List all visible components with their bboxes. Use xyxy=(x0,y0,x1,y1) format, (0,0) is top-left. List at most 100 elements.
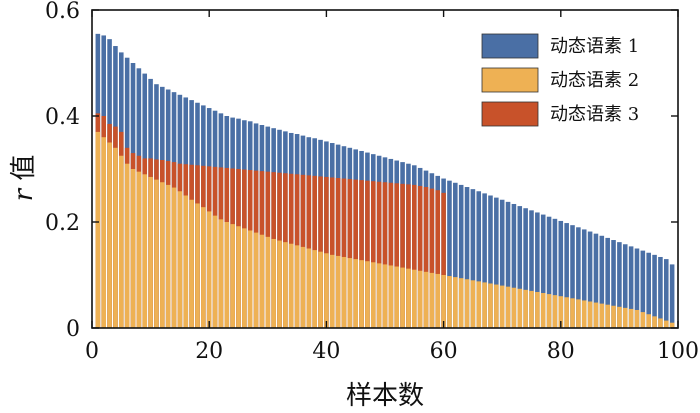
bar-series-3-sample-43 xyxy=(341,178,347,328)
bar-series-2-sample-45 xyxy=(353,259,358,328)
legend: 动态语素 1 动态语素 2 动态语素 3 xyxy=(481,33,639,127)
bar-series-2-sample-41 xyxy=(329,254,335,328)
bar-series-2-sample-36 xyxy=(300,246,306,328)
bar-series-2-sample-83 xyxy=(576,299,581,328)
bar-series-2-sample-77 xyxy=(540,293,546,328)
bar-series-2-sample-12 xyxy=(160,182,165,328)
bar-series-2-sample-6 xyxy=(124,163,130,328)
bar-series-2-sample-68 xyxy=(488,283,493,328)
bar-series-2-sample-64 xyxy=(464,279,470,328)
bar-series-2-sample-15 xyxy=(177,191,183,328)
bar-series-1-sample-66 xyxy=(476,191,482,328)
bar-series-2-sample-63 xyxy=(458,278,464,328)
legend-swatch-series-3 xyxy=(481,101,539,127)
bar-series-2-sample-74 xyxy=(523,289,528,328)
bar-series-1-sample-92 xyxy=(628,246,634,328)
y-axis-title-variable: r xyxy=(9,187,39,201)
bar-series-1-sample-95 xyxy=(646,252,651,328)
bar-series-1-sample-84 xyxy=(581,229,587,328)
plot-frame xyxy=(91,9,679,329)
bar-series-3-sample-52 xyxy=(394,183,399,328)
bar-series-2-sample-20 xyxy=(206,211,212,328)
bar-series-1-sample-83 xyxy=(576,227,581,328)
bar-series-2-sample-16 xyxy=(183,195,189,328)
bar-series-2-sample-57 xyxy=(423,271,429,328)
x-tick-label-60: 60 xyxy=(430,339,458,364)
bar-series-2-sample-28 xyxy=(253,232,259,328)
legend-swatch-series-1 xyxy=(481,33,539,59)
bar-series-3-sample-55 xyxy=(412,184,417,328)
bar-series-1-sample-94 xyxy=(640,250,646,328)
bar-series-2-sample-54 xyxy=(406,268,411,328)
bar-series-3-sample-59 xyxy=(435,190,441,328)
bar-series-3-sample-60 xyxy=(441,192,446,328)
bar-series-2-sample-70 xyxy=(499,285,505,328)
bar-series-2-sample-34 xyxy=(288,243,294,328)
bar-series-1-sample-65 xyxy=(470,189,476,328)
bar-series-2-sample-85 xyxy=(587,301,593,328)
bar-series-3-sample-44 xyxy=(347,179,353,328)
x-axis-title: 样本数 xyxy=(346,381,424,411)
bar-series-1-sample-85 xyxy=(587,231,593,328)
bar-series-1-sample-76 xyxy=(535,212,540,328)
bar-series-2-sample-40 xyxy=(324,253,329,328)
bar-series-3-sample-46 xyxy=(359,180,364,328)
bar-series-2-sample-9 xyxy=(142,174,148,328)
bar-series-3-sample-45 xyxy=(353,179,358,328)
y-axis-title: r 值 xyxy=(9,155,39,202)
bar-series-1-sample-99 xyxy=(669,264,675,328)
bar-series-2-sample-84 xyxy=(581,300,587,328)
bar-series-1-sample-89 xyxy=(611,240,616,328)
bar-series-1-sample-96 xyxy=(652,254,657,328)
bar-series-2-sample-82 xyxy=(570,298,575,328)
bar-series-2-sample-99 xyxy=(669,322,675,328)
bar-series-3-sample-42 xyxy=(335,178,341,328)
bar-series-3-sample-57 xyxy=(423,187,429,328)
bar-series-2-sample-32 xyxy=(277,240,282,328)
bar-series-2-sample-72 xyxy=(511,287,517,328)
bar-series-1-sample-75 xyxy=(529,210,534,328)
bar-series-1-sample-86 xyxy=(593,233,599,328)
y-tick-label-2: 0.4 xyxy=(45,105,80,130)
x-tick-label-20: 20 xyxy=(195,339,223,364)
bar-series-2-sample-27 xyxy=(247,230,253,328)
bar-series-1-sample-68 xyxy=(488,195,493,328)
bar-series-3-sample-47 xyxy=(365,180,370,328)
bar-series-1-sample-61 xyxy=(447,180,452,328)
bar-series-2-sample-19 xyxy=(201,207,206,328)
bar-series-2-sample-44 xyxy=(347,258,353,328)
bar-series-2-sample-31 xyxy=(271,238,276,328)
bar-series-2-sample-91 xyxy=(622,307,628,328)
bar-series-3-sample-56 xyxy=(417,185,423,328)
bar-series-2-sample-1 xyxy=(95,131,101,328)
bars-layer xyxy=(95,33,675,329)
bar-series-1-sample-91 xyxy=(622,244,628,328)
bar-series-2-sample-30 xyxy=(265,236,271,328)
legend-swatch-series-2 xyxy=(481,67,539,93)
bar-series-3-sample-53 xyxy=(400,183,405,328)
bar-series-2-sample-56 xyxy=(417,270,423,328)
bar-series-2-sample-17 xyxy=(189,199,194,328)
bar-series-2-sample-65 xyxy=(470,280,476,328)
bar-series-3-sample-48 xyxy=(370,181,376,328)
bar-series-2-sample-52 xyxy=(394,266,399,328)
bar-series-2-sample-79 xyxy=(552,295,558,328)
bar-series-1-sample-77 xyxy=(540,214,546,328)
bar-series-1-sample-71 xyxy=(505,201,511,328)
bar-series-2-sample-26 xyxy=(242,228,247,328)
legend-label-series-2: 动态语素 2 xyxy=(550,70,639,91)
bar-series-1-sample-70 xyxy=(499,199,505,328)
bar-series-2-sample-86 xyxy=(593,302,599,328)
bar-series-1-sample-93 xyxy=(634,248,640,328)
bar-series-2-sample-93 xyxy=(634,309,640,328)
bar-series-2-sample-62 xyxy=(453,277,458,328)
bar-series-2-sample-8 xyxy=(136,171,142,328)
bar-series-2-sample-73 xyxy=(517,288,523,328)
bar-series-2-sample-59 xyxy=(435,273,441,328)
x-tick-label-100: 100 xyxy=(657,339,699,364)
bar-series-1-sample-67 xyxy=(482,193,487,328)
bar-series-1-sample-80 xyxy=(558,220,564,328)
bar-series-2-sample-66 xyxy=(476,281,482,328)
bar-series-3-sample-58 xyxy=(429,188,435,328)
bar-series-2-sample-71 xyxy=(505,286,511,328)
